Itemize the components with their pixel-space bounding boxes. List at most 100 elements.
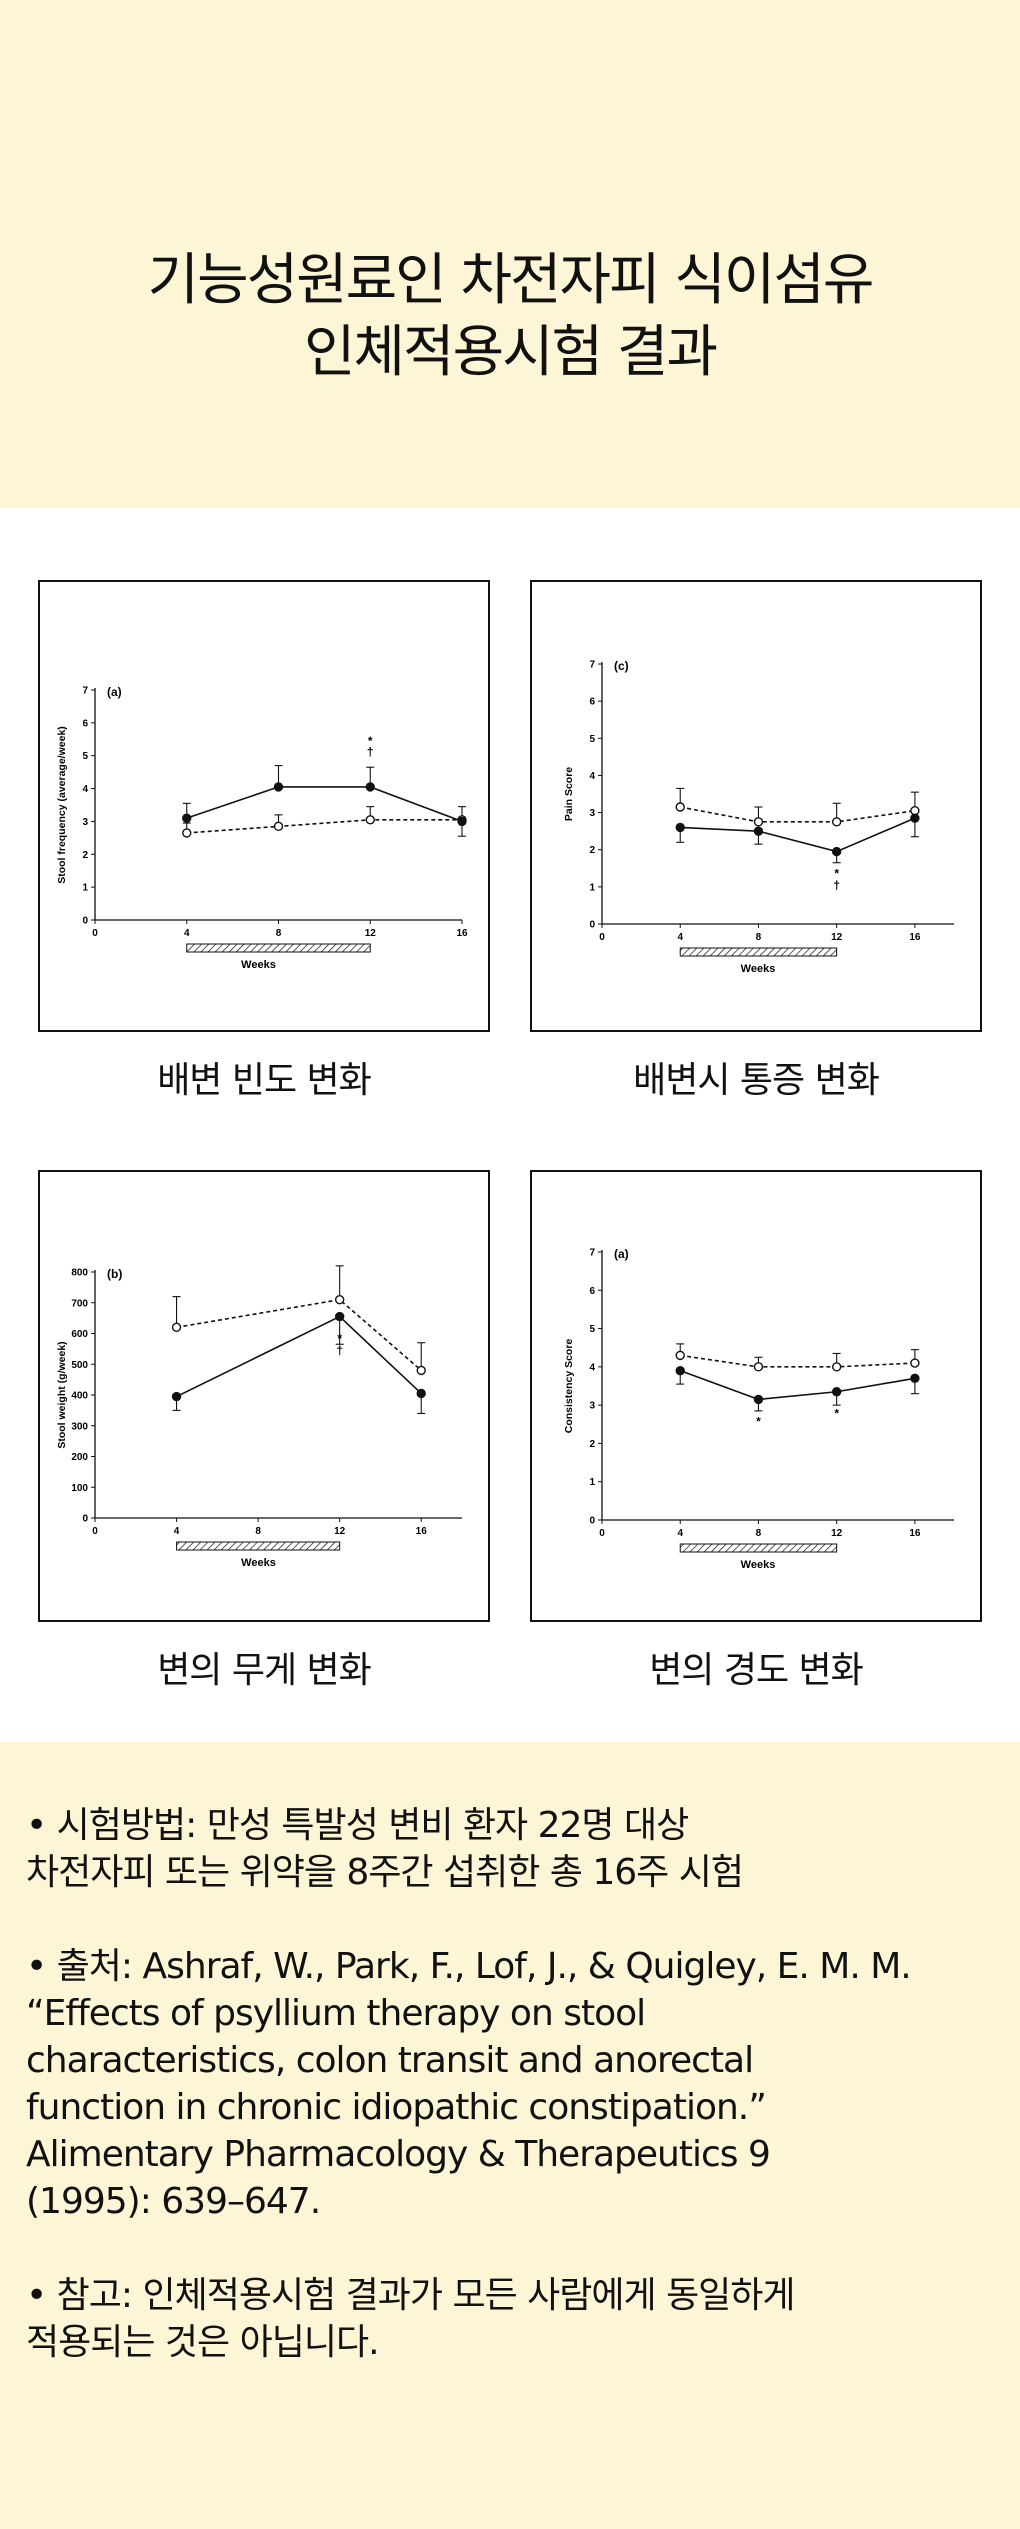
data-point-placebo	[273, 821, 284, 832]
chart-svg: 0 100 200 300 400 500 600 700 800 0 4 8 12 16 Weeks Sto…	[56, 1265, 462, 1569]
x-axis-label: Weeks	[741, 963, 776, 975]
significance-marker: †	[367, 745, 374, 759]
y-tick-label: 2	[589, 845, 595, 856]
y-tick-label: 4	[589, 1362, 595, 1373]
series-line-placebo	[680, 806, 916, 823]
y-tick-label: 6	[589, 1286, 595, 1297]
note-source-line: “Effects of psyllium therapy on stool	[26, 1993, 646, 2034]
data-point-psyllium	[910, 1373, 920, 1384]
x-tick-label: 8	[276, 928, 282, 939]
data-point-psyllium	[365, 782, 375, 792]
x-tick-label: 8	[756, 1528, 762, 1539]
chart-pain-score: 0 1 2 3 4 5 6 7 0 4 8 12 16 Weeks Pain Score (c) * †	[530, 580, 982, 1032]
y-tick-label: 0	[589, 920, 595, 931]
note-reference-line: 적용되는 것은 아닙니다.	[26, 2322, 380, 2363]
treatment-period-bar	[679, 1543, 838, 1553]
y-tick-label: 5	[82, 751, 88, 762]
data-point-placebo	[334, 1294, 345, 1305]
header-banner: 기능성원료인 차전자피 식이섬유 인체적용시험 결과	[0, 0, 1020, 508]
y-tick-label: 400	[71, 1391, 88, 1402]
note-source-line: Alimentary Pharmacology & Therapeutics 9	[26, 2134, 771, 2175]
y-tick-label: 100	[71, 1483, 88, 1494]
study-notes-section: • 시험방법: 만성 특발성 변비 환자 22명 대상 차전자피 또는 위약을 …	[0, 1742, 1020, 2529]
y-axis-label: Consistency Score	[563, 1339, 575, 1434]
note-source-line: (1995): 639–647.	[26, 2181, 321, 2222]
x-tick-label: 12	[365, 928, 377, 939]
data-point-psyllium	[457, 816, 467, 827]
y-tick-label: 6	[589, 697, 595, 708]
y-tick-label: 3	[589, 1401, 595, 1412]
x-tick-label: 12	[831, 932, 843, 943]
x-axis-label: Weeks	[241, 959, 276, 971]
note-source-line: characteristics, colon transit and anore…	[26, 2040, 754, 2081]
data-point-psyllium	[675, 1365, 685, 1376]
x-tick-label: 16	[416, 1526, 428, 1537]
y-tick-label: 1	[82, 883, 88, 894]
data-point-placebo	[753, 1362, 764, 1372]
y-tick-label: 4	[82, 784, 88, 795]
series-line-psyllium	[680, 817, 916, 853]
chart-caption-consistency-score: 변의 경도 변화	[649, 1650, 864, 1691]
significance-marker: *	[756, 1414, 761, 1428]
y-tick-label: 6	[82, 718, 88, 729]
y-axis-label: Stool frequency (average/week)	[56, 726, 68, 884]
y-tick-label: 7	[589, 660, 595, 671]
note-reference-line: • 참고: 인체적용시험 결과가 모든 사람에게 동일하게	[26, 2275, 796, 2316]
data-point-placebo	[753, 817, 764, 827]
x-tick-label: 8	[756, 932, 762, 943]
data-point-placebo	[365, 815, 375, 825]
note-source-line: function in chronic idiopathic constipat…	[26, 2087, 767, 2128]
data-point-psyllium	[831, 846, 842, 857]
y-tick-label: 0	[82, 1514, 88, 1525]
chart-caption-stool-frequency: 배변 빈도 변화	[157, 1060, 372, 1101]
x-tick-label: 12	[831, 1528, 843, 1539]
y-tick-label: 5	[589, 734, 595, 745]
y-tick-label: 500	[71, 1360, 88, 1371]
note-method-line: • 시험방법: 만성 특발성 변비 환자 22명 대상	[26, 1805, 689, 1846]
series-line-psyllium	[679, 1369, 916, 1401]
series-line-psyllium	[186, 786, 463, 823]
data-point-psyllium	[416, 1388, 426, 1399]
chart-consistency-score: 0 1 2 3 4 5 6 7 0 4 8 12 16 Weeks Consistency Score (a)…	[530, 1170, 982, 1622]
x-tick-label: 4	[174, 1526, 180, 1537]
charts-section: 0 1 2 3 4 5 6 7 0 4 8 12 16 Weeks Stool frequency (ave…	[0, 508, 1020, 1742]
y-tick-label: 2	[589, 1439, 595, 1450]
chart-stool-frequency: 0 1 2 3 4 5 6 7 0 4 8 12 16 Weeks Stool frequency (ave…	[38, 580, 490, 1032]
data-point-psyllium	[171, 1391, 182, 1402]
series-line-psyllium	[176, 1315, 422, 1398]
x-tick-label: 16	[456, 928, 468, 939]
y-tick-label: 7	[589, 1248, 595, 1259]
page-title-line1: 기능성원료인 차전자피 식이섬유	[147, 248, 875, 313]
significance-marker: *	[834, 1407, 839, 1421]
y-tick-label: 0	[589, 1516, 595, 1527]
x-axis-label: Weeks	[241, 1557, 276, 1569]
x-tick-label: 4	[677, 932, 683, 943]
significance-marker: †	[336, 1344, 343, 1358]
significance-marker: *	[337, 1332, 342, 1346]
data-point-placebo	[416, 1365, 426, 1376]
page-title-line2: 인체적용시험 결과	[304, 320, 718, 385]
panel-label: (a)	[107, 685, 122, 699]
y-tick-label: 3	[589, 808, 595, 819]
chart-caption-stool-weight: 변의 무게 변화	[157, 1650, 372, 1691]
data-point-psyllium	[753, 826, 764, 836]
data-point-placebo	[910, 1358, 920, 1368]
page-title: 기능성원료인 차전자피 식이섬유 인체적용시험 결과	[0, 245, 1020, 389]
data-point-psyllium	[831, 1387, 842, 1397]
y-tick-label: 300	[71, 1421, 88, 1432]
data-point-placebo	[831, 817, 842, 827]
y-tick-label: 800	[71, 1268, 88, 1279]
x-tick-label: 16	[909, 1528, 921, 1539]
treatment-period-bar	[679, 947, 838, 957]
x-axis-label: Weeks	[741, 1559, 776, 1571]
x-tick-label: 0	[599, 1528, 605, 1539]
y-tick-label: 1	[589, 882, 595, 893]
series-line-placebo	[186, 818, 462, 834]
x-tick-label: 12	[334, 1526, 346, 1537]
x-tick-label: 16	[909, 932, 921, 943]
study-notes: • 시험방법: 만성 특발성 변비 환자 22명 대상 차전자피 또는 위약을 …	[26, 1802, 1006, 2413]
y-tick-label: 1	[589, 1477, 595, 1488]
